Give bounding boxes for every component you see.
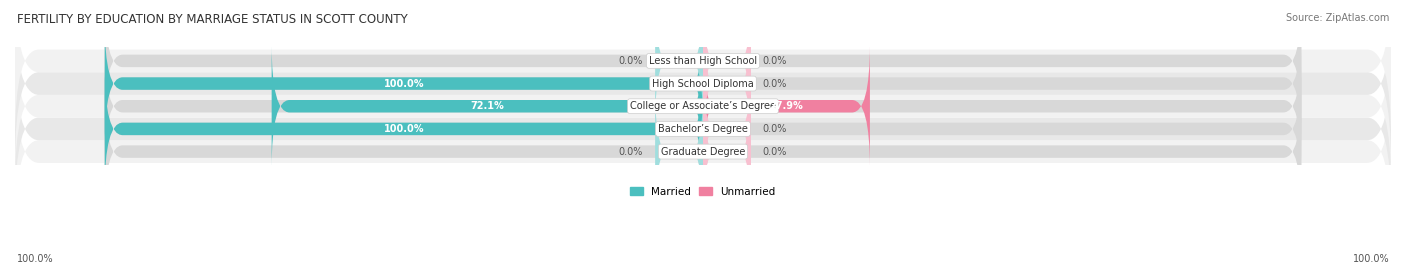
FancyBboxPatch shape (703, 44, 1302, 168)
Text: College or Associate’s Degree: College or Associate’s Degree (630, 101, 776, 111)
FancyBboxPatch shape (104, 0, 703, 123)
Text: 100.0%: 100.0% (17, 254, 53, 264)
FancyBboxPatch shape (703, 44, 870, 168)
FancyBboxPatch shape (703, 0, 1302, 123)
Legend: Married, Unmarried: Married, Unmarried (626, 183, 780, 201)
Text: 100.0%: 100.0% (384, 79, 425, 89)
Text: Less than High School: Less than High School (650, 56, 756, 66)
FancyBboxPatch shape (104, 90, 703, 213)
FancyBboxPatch shape (104, 67, 703, 191)
FancyBboxPatch shape (655, 0, 703, 123)
FancyBboxPatch shape (703, 0, 751, 123)
Text: 0.0%: 0.0% (619, 147, 643, 157)
FancyBboxPatch shape (703, 67, 751, 191)
FancyBboxPatch shape (15, 27, 1391, 186)
FancyBboxPatch shape (15, 49, 1391, 208)
Text: 0.0%: 0.0% (763, 56, 787, 66)
FancyBboxPatch shape (703, 22, 1302, 145)
FancyBboxPatch shape (104, 44, 703, 168)
FancyBboxPatch shape (271, 44, 703, 168)
FancyBboxPatch shape (15, 72, 1391, 231)
Text: Bachelor’s Degree: Bachelor’s Degree (658, 124, 748, 134)
Text: 100.0%: 100.0% (1353, 254, 1389, 264)
Text: FERTILITY BY EDUCATION BY MARRIAGE STATUS IN SCOTT COUNTY: FERTILITY BY EDUCATION BY MARRIAGE STATU… (17, 13, 408, 26)
Text: High School Diploma: High School Diploma (652, 79, 754, 89)
FancyBboxPatch shape (104, 22, 703, 145)
FancyBboxPatch shape (655, 90, 703, 213)
Text: 100.0%: 100.0% (384, 124, 425, 134)
FancyBboxPatch shape (104, 22, 703, 145)
FancyBboxPatch shape (15, 4, 1391, 163)
Text: 0.0%: 0.0% (763, 124, 787, 134)
FancyBboxPatch shape (703, 22, 751, 145)
Text: 0.0%: 0.0% (619, 56, 643, 66)
Text: 0.0%: 0.0% (763, 147, 787, 157)
Text: 0.0%: 0.0% (763, 79, 787, 89)
FancyBboxPatch shape (104, 67, 703, 191)
FancyBboxPatch shape (703, 90, 1302, 213)
FancyBboxPatch shape (15, 0, 1391, 140)
Text: 72.1%: 72.1% (471, 101, 505, 111)
Text: 27.9%: 27.9% (769, 101, 803, 111)
FancyBboxPatch shape (703, 90, 751, 213)
Text: Source: ZipAtlas.com: Source: ZipAtlas.com (1285, 13, 1389, 23)
FancyBboxPatch shape (703, 67, 1302, 191)
Text: Graduate Degree: Graduate Degree (661, 147, 745, 157)
